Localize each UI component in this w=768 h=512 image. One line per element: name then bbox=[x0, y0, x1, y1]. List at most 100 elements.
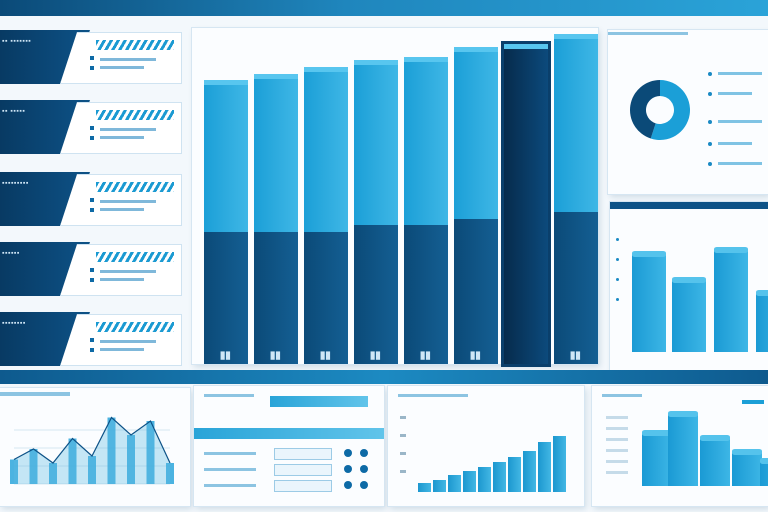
right-axis-tick bbox=[616, 238, 619, 241]
table-cell-icon bbox=[344, 465, 352, 473]
left-row-sparkline bbox=[96, 182, 174, 192]
legend-text-line bbox=[718, 92, 752, 95]
line-chart-bar bbox=[127, 435, 135, 484]
legend-text-line bbox=[718, 120, 762, 123]
bottom-growth-chart-panel bbox=[388, 386, 584, 506]
table-cell-box bbox=[274, 480, 332, 492]
main-chart-bar: ▊▊ bbox=[204, 80, 248, 364]
legend-text-line bbox=[718, 142, 752, 145]
bottom-chart-bar-cap bbox=[732, 449, 762, 456]
p4-legend bbox=[742, 400, 764, 404]
main-chart-bar-top bbox=[254, 73, 298, 232]
table-cell-line bbox=[204, 468, 256, 471]
donut-chart bbox=[630, 80, 690, 140]
growth-bar bbox=[538, 442, 551, 492]
main-chart-bar: ▊▊ bbox=[454, 47, 498, 364]
table-row bbox=[204, 464, 374, 476]
main-chart-bar-cap bbox=[404, 57, 448, 63]
left-row-sparkline bbox=[96, 322, 174, 332]
main-chart-bar bbox=[504, 43, 548, 364]
growth-axis-tick bbox=[400, 434, 406, 437]
separator-band bbox=[0, 370, 768, 384]
bottom-chart-axis-line bbox=[606, 438, 628, 441]
table-row bbox=[204, 448, 374, 460]
legend-text-line bbox=[718, 162, 762, 165]
main-chart-bar-label: ▊▊ bbox=[370, 353, 382, 360]
table-cell-icon bbox=[360, 465, 368, 473]
bottom-chart-bar-cap bbox=[668, 411, 698, 418]
line-chart-bar bbox=[107, 417, 116, 484]
left-row-text-line bbox=[100, 136, 144, 139]
main-chart-bar-cap bbox=[354, 60, 398, 66]
main-chart-bar-bottom bbox=[454, 218, 498, 364]
left-row-title: ▪▪▪▪▪▪ bbox=[2, 250, 20, 257]
left-row: ▪▪▪▪▪▪▪▪ bbox=[0, 312, 182, 366]
bottom-chart-axis-line bbox=[606, 427, 628, 430]
table-cell-box bbox=[274, 464, 332, 476]
main-chart-bar-label: ▊▊ bbox=[220, 353, 232, 360]
right-axis-tick bbox=[616, 298, 619, 301]
donut-panel bbox=[608, 30, 768, 194]
main-chart-bar-cap bbox=[504, 43, 548, 49]
bottom-chart-axis-line bbox=[606, 449, 628, 452]
main-chart-bar: ▊▊ bbox=[304, 67, 348, 364]
right-chart-bar bbox=[714, 246, 748, 352]
left-row: ▪▪▪▪▪▪ bbox=[0, 242, 182, 296]
left-row: ▪▪ ▪▪▪▪▪ bbox=[0, 100, 182, 154]
main-chart-bar-bottom bbox=[554, 212, 598, 364]
legend-text-line bbox=[718, 72, 762, 75]
bottom-chart-bar-cap bbox=[642, 430, 672, 437]
main-chart-bar-top bbox=[304, 67, 348, 232]
left-row-title: ▪▪ ▪▪▪▪▪ bbox=[2, 108, 26, 115]
line-chart-area bbox=[14, 417, 170, 484]
growth-bar bbox=[463, 470, 476, 492]
main-chart-bar-bottom bbox=[504, 218, 548, 364]
left-row-text-line bbox=[100, 270, 156, 273]
p1-header bbox=[0, 392, 70, 396]
bottom-bar-chart-panel bbox=[592, 386, 768, 506]
main-chart-bar-top bbox=[204, 80, 248, 232]
left-row-text-line bbox=[100, 66, 144, 69]
right-chart-bar-cap bbox=[672, 276, 706, 283]
left-row-bullet bbox=[90, 56, 94, 60]
p2-header-bar bbox=[270, 396, 368, 407]
table-cell-icon bbox=[360, 449, 368, 457]
main-chart-bar-cap bbox=[204, 80, 248, 86]
main-chart-bar-cap bbox=[254, 73, 298, 79]
left-row-text-line bbox=[100, 340, 156, 343]
bottom-bar-chart bbox=[592, 386, 768, 506]
left-row-title: ▪▪▪▪▪▪▪▪▪ bbox=[2, 180, 29, 187]
table-cell-icon bbox=[344, 481, 352, 489]
bottom-line-chart-panel bbox=[0, 388, 190, 506]
left-row-sparkline bbox=[96, 252, 174, 262]
main-chart-bar-top bbox=[504, 43, 548, 219]
right-chart-bar-cap bbox=[756, 289, 768, 296]
line-chart-bar bbox=[166, 463, 174, 484]
right-bar-chart-panel bbox=[610, 202, 768, 370]
table-cell-line bbox=[204, 452, 256, 455]
bottom-table-panel bbox=[194, 386, 384, 506]
main-chart-bar-top bbox=[454, 47, 498, 219]
line-chart-bar bbox=[88, 456, 96, 484]
right-bar-chart bbox=[610, 202, 768, 370]
right-bar-header bbox=[610, 202, 768, 209]
growth-bar bbox=[553, 436, 566, 492]
right-axis-tick bbox=[616, 278, 619, 281]
line-chart-bar bbox=[68, 438, 77, 484]
main-chart-bar-bottom bbox=[254, 232, 298, 364]
donut-slice bbox=[630, 80, 660, 139]
left-row-sparkline bbox=[96, 40, 174, 50]
line-chart-series bbox=[13, 416, 171, 464]
right-chart-bar bbox=[756, 289, 768, 352]
line-chart-bar bbox=[146, 421, 155, 484]
main-chart-bar-bottom bbox=[304, 232, 348, 364]
left-row-text-line bbox=[100, 278, 144, 281]
main-chart-bar: ▊▊ bbox=[254, 73, 298, 364]
main-chart-bar-label: ▊▊ bbox=[470, 353, 482, 360]
main-chart-bar-label: ▊▊ bbox=[570, 353, 582, 360]
main-chart-bar-bottom bbox=[404, 225, 448, 364]
right-chart-bar-cap bbox=[714, 246, 748, 253]
growth-bar bbox=[433, 479, 446, 492]
growth-bar bbox=[448, 474, 461, 492]
bottom-chart-axis-line bbox=[606, 416, 628, 419]
